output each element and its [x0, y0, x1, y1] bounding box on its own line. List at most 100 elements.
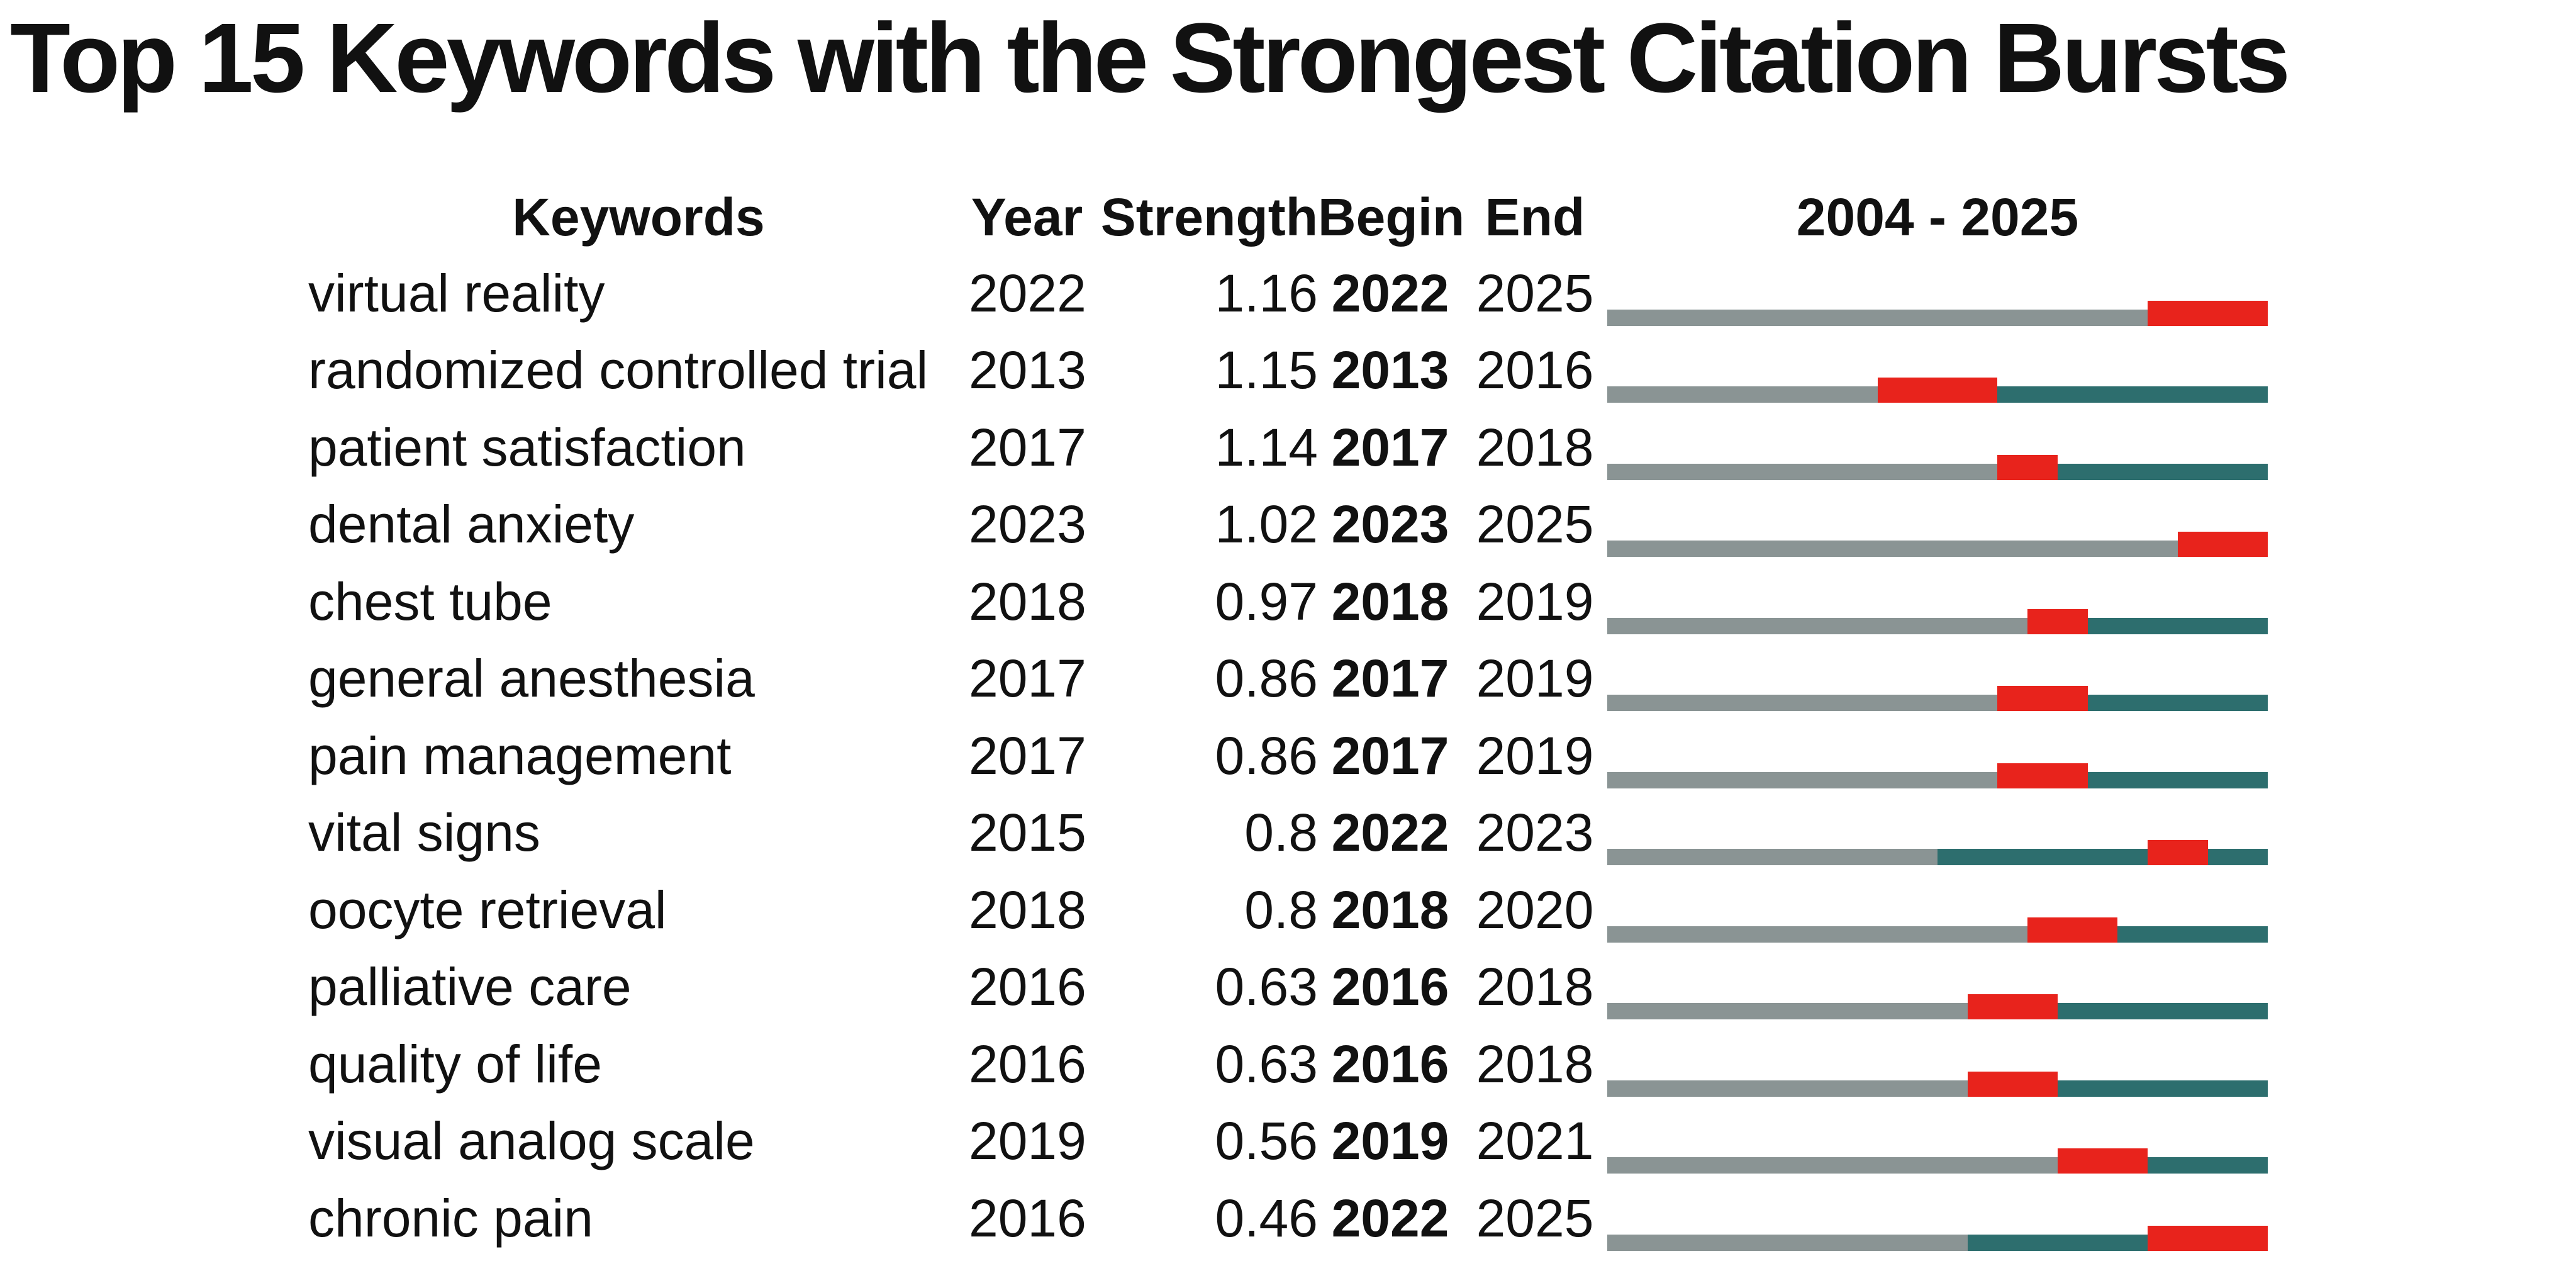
- keyword-cell: vital signs: [308, 803, 540, 863]
- timeline-track: [1607, 300, 2268, 326]
- keyword-cell: virtual reality: [308, 263, 605, 323]
- timeline-segment-pre: [1607, 926, 2028, 943]
- timeline-segment-active: [2207, 849, 2268, 865]
- begin-cell: 2019: [1331, 1111, 1449, 1171]
- header-year: Year: [971, 187, 1083, 247]
- timeline-segment-pre: [1607, 771, 1998, 788]
- keyword-cell: pain management: [308, 726, 732, 785]
- timeline-cell: [1607, 1103, 2268, 1180]
- table-row: pain management 2017 0.86 2017 2019: [0, 717, 2576, 795]
- timeline-track: [1607, 532, 2268, 557]
- begin-cell: 2013: [1331, 340, 1449, 400]
- burst-table-body: virtual reality 2022 1.16 2022 2025 randomize…: [0, 255, 2576, 1257]
- year-cell: 2015: [969, 803, 1086, 863]
- timeline-track: [1607, 378, 2268, 403]
- begin-cell: 2018: [1331, 880, 1449, 939]
- keyword-cell: dental anxiety: [308, 495, 635, 554]
- header-begin: Begin: [1318, 187, 1465, 247]
- year-cell: 2016: [969, 1188, 1086, 1248]
- table-row: quality of life 2016 0.63 2016 2018: [0, 1026, 2576, 1103]
- timeline-track: [1607, 454, 2268, 480]
- strength-cell: 0.8: [1244, 880, 1318, 939]
- strength-cell: 0.86: [1215, 649, 1319, 709]
- table-row: general anesthesia 2017 0.86 2017 2019: [0, 641, 2576, 718]
- keyword-cell: palliative care: [308, 957, 632, 1017]
- timeline-segment-burst: [1877, 378, 1998, 403]
- timeline-segment-pre: [1607, 617, 2028, 634]
- timeline-segment-burst: [2057, 1148, 2148, 1174]
- end-cell: 2018: [1476, 417, 1594, 477]
- timeline-cell: [1607, 871, 2268, 949]
- timeline-cell: [1607, 1026, 2268, 1103]
- table-row: chest tube 2018 0.97 2018 2019: [0, 563, 2576, 641]
- strength-cell: 1.14: [1215, 417, 1319, 477]
- end-cell: 2019: [1476, 726, 1594, 785]
- end-cell: 2025: [1476, 263, 1594, 323]
- keyword-cell: visual analog scale: [308, 1111, 755, 1171]
- strength-cell: 0.63: [1215, 957, 1319, 1017]
- timeline-segment-burst: [2148, 300, 2268, 326]
- strength-cell: 0.63: [1215, 1034, 1319, 1094]
- timeline-segment-active: [2148, 1157, 2268, 1174]
- timeline-track: [1607, 1148, 2268, 1174]
- begin-cell: 2018: [1331, 571, 1449, 631]
- timeline-track: [1607, 686, 2268, 711]
- timeline-cell: [1607, 486, 2268, 564]
- year-cell: 2017: [969, 417, 1086, 477]
- header-end: End: [1485, 187, 1585, 247]
- begin-cell: 2017: [1331, 417, 1449, 477]
- page-title: Top 15 Keywords with the Strongest Citat…: [10, 3, 2290, 113]
- keyword-cell: chronic pain: [308, 1188, 593, 1248]
- timeline-segment-active: [2087, 771, 2268, 788]
- timeline-track: [1607, 917, 2268, 943]
- timeline-segment-burst: [1967, 994, 2058, 1019]
- end-cell: 2019: [1476, 649, 1594, 709]
- table-row: palliative care 2016 0.63 2016 2018: [0, 949, 2576, 1026]
- begin-cell: 2022: [1331, 263, 1449, 323]
- end-cell: 2023: [1476, 803, 1594, 863]
- end-cell: 2021: [1476, 1111, 1594, 1171]
- keyword-cell: chest tube: [308, 571, 552, 631]
- strength-cell: 0.46: [1215, 1188, 1319, 1248]
- timeline-track: [1607, 608, 2268, 634]
- timeline-segment-burst: [1967, 1071, 2058, 1097]
- year-cell: 2018: [969, 880, 1086, 939]
- timeline-segment-burst: [2148, 840, 2208, 865]
- end-cell: 2016: [1476, 340, 1594, 400]
- end-cell: 2018: [1476, 957, 1594, 1017]
- end-cell: 2025: [1476, 1188, 1594, 1248]
- timeline-track: [1607, 1225, 2268, 1251]
- header-row: Keywords Year Strength Begin End 2004 - …: [0, 179, 2576, 255]
- timeline-cell: [1607, 949, 2268, 1026]
- table-row: chronic pain 2016 0.46 2022 2025: [0, 1180, 2576, 1257]
- begin-cell: 2022: [1331, 803, 1449, 863]
- timeline-segment-burst: [1997, 454, 2058, 480]
- begin-cell: 2017: [1331, 649, 1449, 709]
- timeline-cell: [1607, 409, 2268, 486]
- keyword-cell: quality of life: [308, 1034, 602, 1094]
- table-row: vital signs 2015 0.8 2022 2023: [0, 795, 2576, 872]
- table-row: dental anxiety 2023 1.02 2023 2025: [0, 486, 2576, 564]
- timeline-segment-active: [2057, 1080, 2268, 1097]
- timeline-cell: [1607, 332, 2268, 410]
- strength-cell: 0.56: [1215, 1111, 1319, 1171]
- timeline-segment-active: [2117, 926, 2268, 943]
- timeline-segment-active: [2087, 695, 2268, 711]
- begin-cell: 2016: [1331, 957, 1449, 1017]
- timeline-segment-pre: [1607, 309, 2148, 326]
- timeline-segment-pre: [1607, 849, 1938, 865]
- year-cell: 2018: [969, 571, 1086, 631]
- keyword-cell: oocyte retrieval: [308, 880, 667, 939]
- header-keywords: Keywords: [512, 187, 765, 247]
- timeline-track: [1607, 994, 2268, 1019]
- timeline-segment-burst: [1997, 763, 2088, 788]
- timeline-cell: [1607, 795, 2268, 872]
- end-cell: 2018: [1476, 1034, 1594, 1094]
- begin-cell: 2016: [1331, 1034, 1449, 1094]
- timeline-cell: [1607, 255, 2268, 332]
- strength-cell: 0.8: [1244, 803, 1318, 863]
- timeline-segment-pre: [1607, 541, 2178, 557]
- begin-cell: 2023: [1331, 495, 1449, 554]
- year-cell: 2022: [969, 263, 1086, 323]
